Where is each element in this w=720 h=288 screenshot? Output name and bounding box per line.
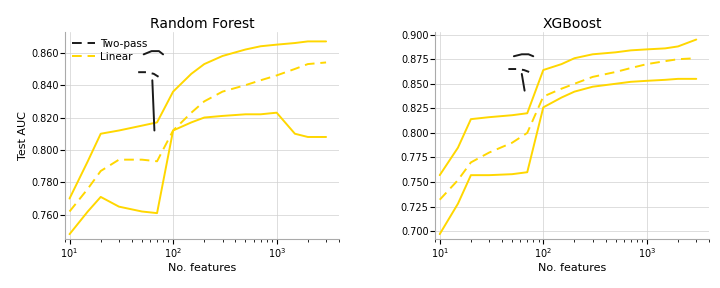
X-axis label: No. features: No. features bbox=[168, 263, 236, 273]
X-axis label: No. features: No. features bbox=[538, 263, 606, 273]
Title: Random Forest: Random Forest bbox=[150, 16, 254, 31]
Legend: Two-pass, Linear: Two-pass, Linear bbox=[70, 37, 150, 64]
Title: XGBoost: XGBoost bbox=[542, 16, 602, 31]
Y-axis label: Test AUC: Test AUC bbox=[18, 111, 28, 160]
